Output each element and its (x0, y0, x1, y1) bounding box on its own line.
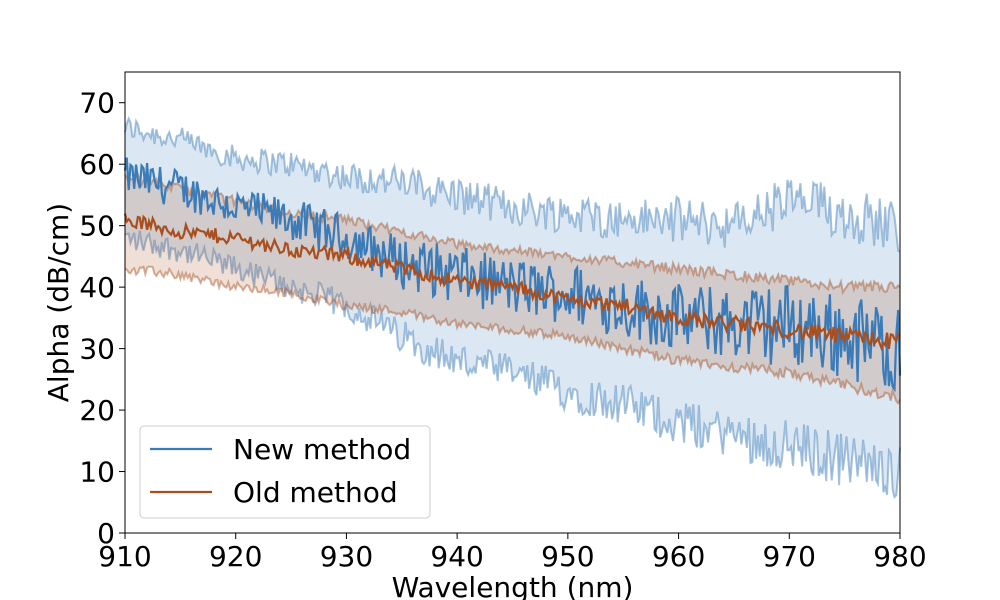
y-tick-label: 60 (79, 148, 115, 181)
x-tick-label: 930 (320, 540, 373, 573)
legend-label: New method (233, 433, 411, 466)
band-upper-line-0 (124, 116, 901, 253)
legend: New method Old method (139, 425, 431, 519)
y-tick-label: 70 (79, 87, 115, 120)
x-tick-label: 970 (763, 540, 816, 573)
series-lines (123, 157, 902, 393)
legend-box (139, 425, 431, 519)
series-line-0 (123, 157, 902, 393)
band-0 (125, 118, 900, 498)
y-tick-label: 0 (97, 517, 115, 550)
band-lower-line-0 (124, 230, 901, 500)
x-axis: 910 920 930 940 950 960 970 980 (98, 533, 927, 573)
y-axis-title: Alpha (dB/cm) (42, 203, 75, 402)
x-tick-label: 910 (98, 540, 151, 573)
x-tick-label: 920 (209, 540, 262, 573)
y-axis: 0 10 20 30 40 50 60 70 (79, 87, 125, 550)
y-tick-label: 20 (79, 394, 115, 427)
y-tick-label: 40 (79, 271, 115, 304)
plot-frame (124, 71, 901, 534)
y-tick-label: 50 (79, 210, 115, 243)
x-axis-title: Wavelength (nm) (392, 571, 634, 600)
x-tick-label: 980 (873, 540, 926, 573)
series-line-1 (123, 213, 901, 352)
y-tick-label: 10 (79, 456, 115, 489)
x-tick-label: 940 (430, 540, 483, 573)
y-tick-label: 30 (79, 333, 115, 366)
x-tick-label: 960 (652, 540, 705, 573)
legend-label: Old method (233, 476, 398, 509)
x-tick-label: 950 (541, 540, 594, 573)
band-lower-line-1 (124, 265, 901, 405)
